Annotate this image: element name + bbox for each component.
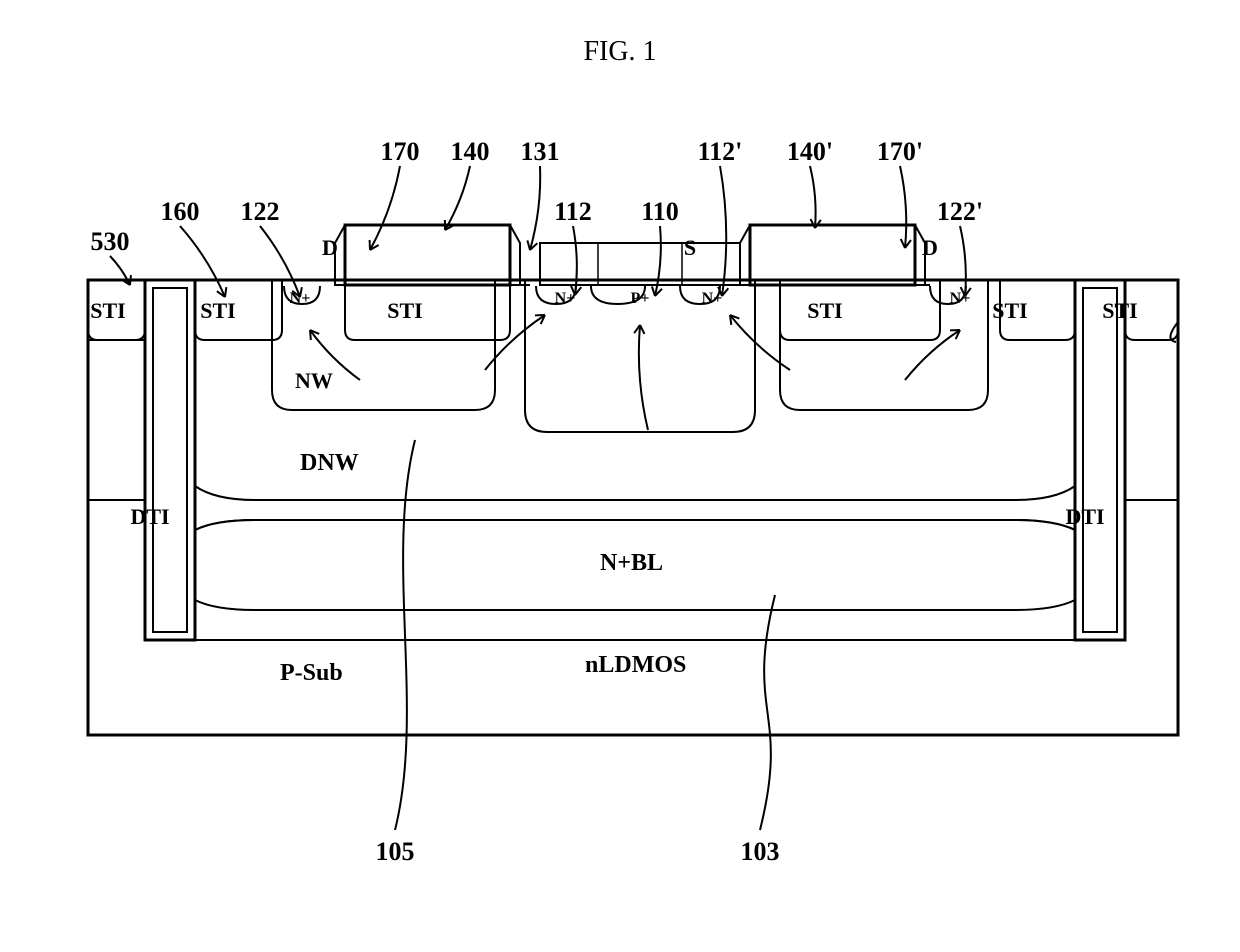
region-N+BL: N+BL — [600, 550, 663, 576]
sti-label: STI — [1102, 298, 1137, 323]
region-DNW: DNW — [300, 450, 359, 476]
lead-line — [180, 226, 225, 297]
ref-530: 530 — [91, 227, 130, 256]
sti-trench — [780, 280, 940, 340]
ref-110: 110 — [641, 197, 679, 226]
lead-line — [905, 330, 960, 380]
dnw-bottom — [195, 520, 1075, 530]
nbl-top — [195, 520, 1075, 530]
lead-line — [900, 166, 906, 248]
terminal-D: D — [922, 235, 938, 260]
gate — [345, 225, 510, 285]
ref-112: 112 — [554, 197, 592, 226]
ref-131: 131 — [521, 137, 560, 166]
sti-trench — [345, 280, 510, 340]
dti-label: DTI — [1065, 504, 1104, 529]
doped-label: N+ — [290, 290, 311, 307]
region-P-Sub: P-Sub — [280, 660, 343, 686]
sti-label: STI — [807, 298, 842, 323]
nbl-bottom — [195, 600, 1075, 610]
dnw-top — [195, 486, 1075, 500]
ref-122': 122' — [937, 197, 983, 226]
figure-title: FIG. 1 — [583, 36, 656, 67]
lead-line — [720, 166, 726, 296]
ref-122: 122 — [241, 197, 280, 226]
lead-wavy — [760, 595, 775, 830]
ref-103: 103 — [741, 837, 780, 866]
terminal-D: D — [322, 235, 338, 260]
doped-label: N+ — [950, 290, 971, 307]
ref-112': 112' — [698, 137, 743, 166]
sti-label: STI — [90, 298, 125, 323]
lead-line — [370, 166, 400, 250]
doped-label: N+ — [555, 290, 576, 307]
ref-140': 140' — [787, 137, 833, 166]
lead-line — [810, 166, 816, 228]
ref-105: 105 — [376, 837, 415, 866]
doped-label: P+ — [631, 290, 650, 307]
lead-wavy — [395, 440, 415, 830]
gate — [750, 225, 915, 285]
region-nLDMOS: nLDMOS — [585, 652, 686, 678]
ref-140: 140 — [451, 137, 490, 166]
dti-inner — [153, 288, 187, 632]
diagram-canvas: FIG. 1 530 160 122 170 140 131 112 110 112' 140' 17… — [0, 0, 1240, 952]
dti-inner — [1083, 288, 1117, 632]
lead-line — [639, 325, 648, 430]
lead-line — [960, 226, 966, 296]
sti-label: STI — [200, 298, 235, 323]
lead-line — [260, 226, 300, 297]
sti-label: STI — [387, 298, 422, 323]
ref-170: 170 — [381, 137, 420, 166]
lead-line — [445, 166, 470, 230]
terminal-S: S — [684, 235, 696, 260]
sti-label: STI — [992, 298, 1027, 323]
lead-line — [530, 166, 540, 250]
ref-160: 160 — [161, 197, 200, 226]
ref-170': 170' — [877, 137, 923, 166]
region-NW: NW — [295, 368, 333, 393]
doped-label: N+ — [702, 290, 723, 307]
dti-label: DTI — [130, 504, 169, 529]
